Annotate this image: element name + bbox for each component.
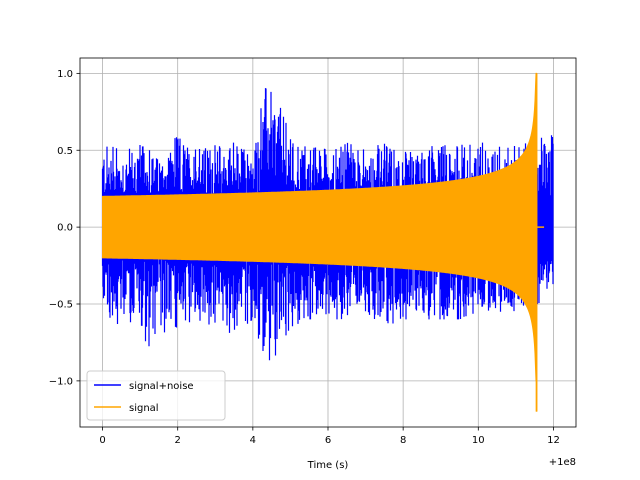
series-signal <box>102 72 537 412</box>
y-tick-label: −0.5 <box>49 300 73 311</box>
axes: 0 2 4 6 8 10 12 −1.0 −0.5 0.0 0.5 1.0 <box>49 57 577 446</box>
y-tick-label: −1.0 <box>49 376 73 387</box>
x-offset-label: +1e8 <box>549 457 576 468</box>
y-tick-label: 0.5 <box>57 146 73 157</box>
x-axis-label: Time (s) <box>307 460 349 471</box>
legend-box <box>86 370 226 421</box>
legend-label: signal <box>129 403 159 414</box>
y-tick-label: 1.0 <box>57 69 73 80</box>
legend: signal+noise signal <box>86 370 226 421</box>
x-tick-label: 6 <box>325 435 331 446</box>
x-tick-label: 2 <box>175 435 181 446</box>
legend-label: signal+noise <box>129 381 194 392</box>
x-tick-label: 10 <box>472 435 485 446</box>
x-tick-label: 0 <box>99 435 105 446</box>
x-tick-label: 4 <box>250 435 256 446</box>
x-tick-label: 12 <box>547 435 560 446</box>
y-tick-label: 0.0 <box>57 223 73 234</box>
plot-area <box>101 72 554 412</box>
x-tick-label: 8 <box>400 435 406 446</box>
